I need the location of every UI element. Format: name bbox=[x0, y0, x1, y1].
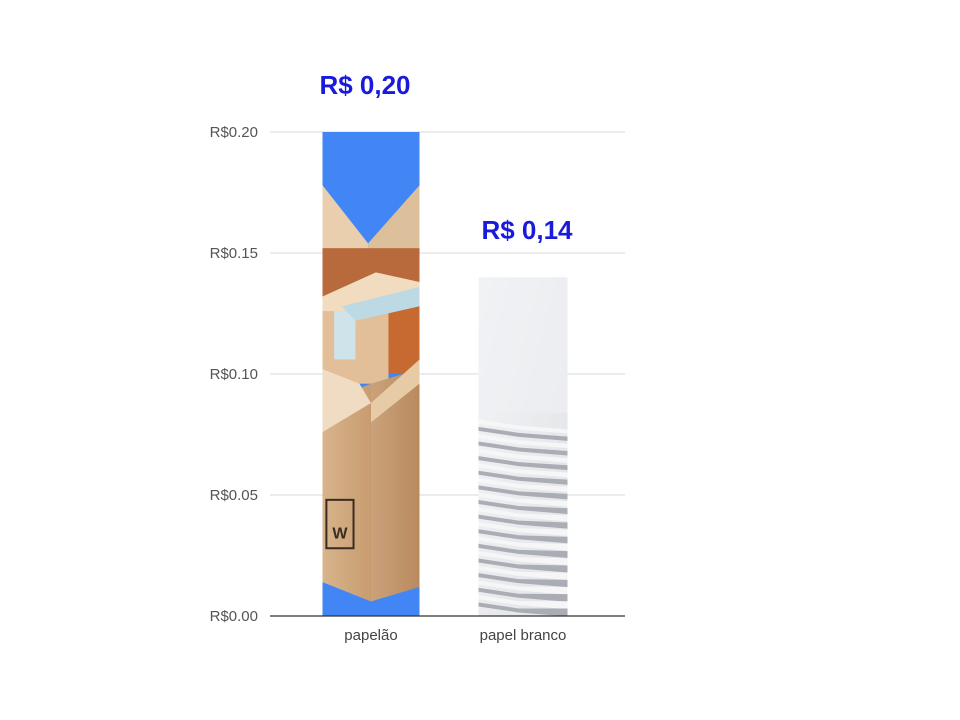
data-labels: R$ 0,20 R$ 0,14 bbox=[319, 70, 573, 245]
y-tick-label: R$0.10 bbox=[210, 366, 258, 383]
y-tick-label: R$0.20 bbox=[210, 124, 258, 141]
cardboard-box-icon: W bbox=[322, 185, 420, 602]
bar-papelao: W bbox=[322, 132, 420, 616]
y-tick-label: R$0.15 bbox=[210, 245, 258, 262]
y-tick-label: R$0.00 bbox=[210, 608, 258, 625]
bars: W bbox=[322, 132, 568, 616]
bar-papel-branco bbox=[478, 277, 568, 616]
y-axis-tick-labels: R$0.00 R$0.05 R$0.10 R$0.15 R$0.20 bbox=[210, 124, 258, 625]
svg-text:W: W bbox=[332, 526, 348, 543]
data-label: R$ 0,20 bbox=[319, 70, 410, 100]
data-label: R$ 0,14 bbox=[481, 215, 573, 245]
paper-stack-icon bbox=[478, 277, 568, 616]
y-tick-label: R$0.05 bbox=[210, 487, 258, 504]
x-category-label: papel branco bbox=[480, 627, 567, 644]
x-category-label: papelão bbox=[344, 627, 397, 644]
x-axis-category-labels: papelão papel branco bbox=[344, 627, 566, 644]
